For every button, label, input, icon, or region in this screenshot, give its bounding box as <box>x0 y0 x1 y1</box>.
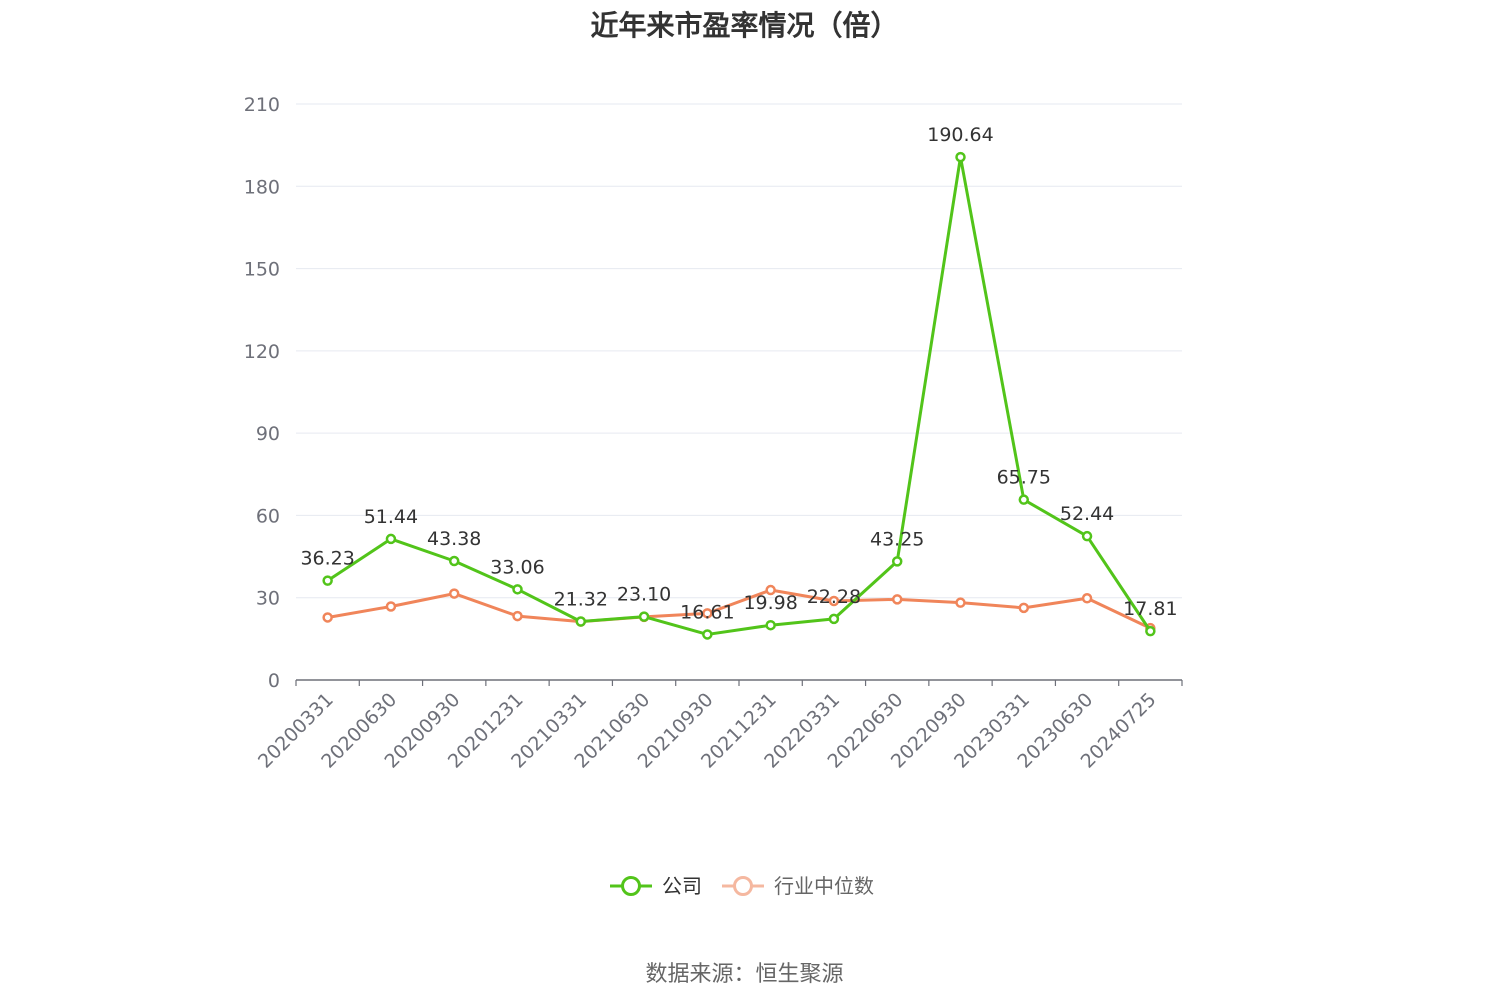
data-point <box>765 619 776 631</box>
series-line <box>327 588 1151 630</box>
data-label: 65.75 <box>997 467 1051 489</box>
data-label: 16.61 <box>680 601 734 623</box>
data-point <box>1018 602 1030 614</box>
data-point <box>1081 530 1093 542</box>
data-label: 52.44 <box>1060 503 1114 525</box>
y-tick-label: 30 <box>256 588 280 610</box>
data-point <box>702 608 713 619</box>
data-label: 22.28 <box>807 586 861 608</box>
data-point <box>1018 494 1030 505</box>
chart-title: 近年来市盈率情况（倍） <box>590 9 899 42</box>
data-point <box>828 595 840 607</box>
data-point <box>955 151 966 163</box>
data-label: 51.44 <box>364 506 418 528</box>
y-tick-label: 120 <box>244 341 280 363</box>
legend-swatch-marker <box>621 876 641 896</box>
data-label: 43.38 <box>427 528 481 550</box>
y-tick-label: 90 <box>256 423 280 445</box>
data-label: 21.32 <box>554 589 608 611</box>
data-point <box>638 611 650 622</box>
y-tick-label: 60 <box>256 505 280 527</box>
data-point <box>448 555 460 567</box>
data-label: 190.64 <box>927 124 993 146</box>
y-tick-label: 210 <box>244 94 280 116</box>
legend-label: 公司 <box>662 874 702 898</box>
data-label: 19.98 <box>743 592 797 614</box>
data-point <box>765 584 776 596</box>
series-line <box>326 155 1152 636</box>
data-label: 23.10 <box>617 584 671 606</box>
data-label: 17.81 <box>1123 598 1177 620</box>
data-point <box>385 601 397 612</box>
data-point <box>1145 625 1156 637</box>
y-tick-label: 150 <box>244 259 280 281</box>
y-tick-label: 180 <box>244 176 280 198</box>
data-source-note: 数据来源：恒生聚源 <box>645 962 844 987</box>
data-point <box>512 584 523 595</box>
legend-swatch-marker <box>733 876 753 896</box>
data-point <box>575 616 587 627</box>
data-label: 33.06 <box>490 556 544 578</box>
data-label: 36.23 <box>300 548 354 570</box>
data-point <box>891 556 903 567</box>
data-point <box>322 575 333 586</box>
data-point <box>512 610 523 622</box>
data-point <box>955 597 966 608</box>
data-point <box>322 612 333 623</box>
data-point <box>702 629 713 640</box>
data-point <box>1081 593 1093 604</box>
legend-label: 行业中位数 <box>774 874 874 898</box>
data-point <box>828 613 840 625</box>
data-point <box>891 594 903 605</box>
y-tick-label: 0 <box>268 670 280 692</box>
data-point <box>385 533 397 545</box>
data-label: 43.25 <box>870 528 924 550</box>
data-point <box>448 588 460 599</box>
